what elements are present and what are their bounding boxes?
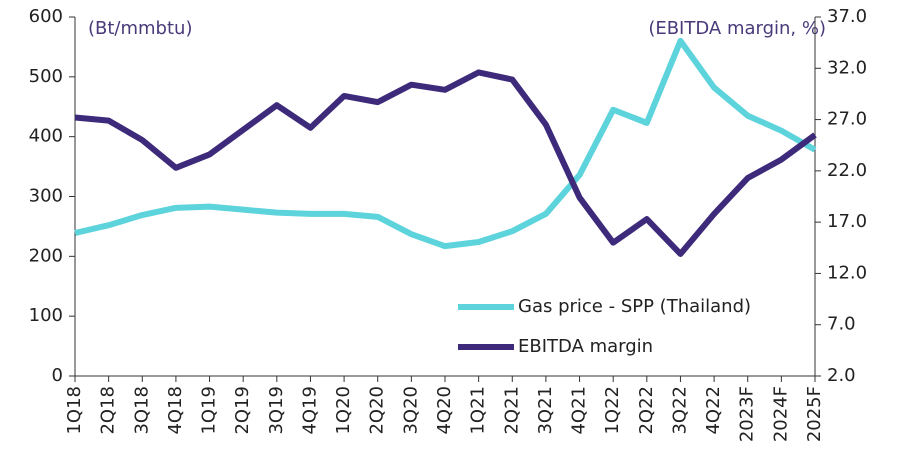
x-tick-label: 4Q22 [703, 386, 724, 435]
y2-tick-label: 32.0 [827, 57, 867, 78]
y-axis-label: (Bt/mmbtu) [88, 18, 192, 39]
x-tick-label: 2Q21 [501, 386, 522, 435]
y2-tick-label: 27.0 [827, 109, 867, 130]
x-tick-label: 2Q18 [98, 386, 119, 435]
legend-label: Gas price - SPP (Thailand) [518, 296, 751, 317]
x-tick-label: 1Q19 [199, 386, 220, 435]
x-tick-label: 4Q20 [434, 386, 455, 435]
y2-tick-label: 22.0 [827, 160, 867, 181]
x-tick-label: 4Q18 [165, 386, 186, 435]
x-tick-label: 3Q19 [266, 386, 287, 435]
x-tick-label: 2024F [770, 386, 791, 442]
y-tick-label: 600 [29, 6, 63, 27]
series-line [74, 37, 817, 250]
x-tick-label: 3Q21 [535, 386, 556, 435]
x-tick-label: 3Q20 [400, 386, 421, 435]
x-tick-label: 2Q22 [636, 386, 657, 435]
x-tick-label: 1Q21 [468, 386, 489, 435]
x-tick-label: 2025F [804, 386, 825, 442]
x-tick-label: 3Q22 [669, 386, 690, 435]
x-tick-label: 1Q18 [64, 386, 85, 435]
x-tick-label: 1Q20 [333, 386, 354, 435]
y2-tick-label: 7.0 [827, 314, 856, 335]
series-line [74, 69, 817, 257]
x-tick-label: 2023F [737, 386, 758, 442]
y-tick-label: 200 [29, 245, 63, 266]
y2-tick-label: 17.0 [827, 211, 867, 232]
y2-axis-label: (EBITDA margin, %) [648, 18, 826, 39]
y-tick-label: 400 [29, 126, 63, 147]
x-tick-label: 4Q21 [569, 386, 590, 435]
x-tick-label: 2Q20 [367, 386, 388, 435]
x-tick-label: 4Q19 [299, 386, 320, 435]
y-tick-label: 300 [29, 186, 63, 207]
x-tick-label: 2Q19 [232, 386, 253, 435]
legend-label: EBITDA margin [518, 336, 653, 357]
x-tick-label: 3Q18 [131, 386, 152, 435]
y2-tick-label: 12.0 [827, 262, 867, 283]
y2-tick-label: 2.0 [827, 365, 856, 386]
y-tick-label: 100 [29, 305, 63, 326]
y2-tick-label: 37.0 [827, 6, 867, 27]
x-tick-label: 1Q22 [602, 386, 623, 435]
y-tick-label: 0 [52, 365, 63, 386]
y-tick-label: 500 [29, 66, 63, 87]
